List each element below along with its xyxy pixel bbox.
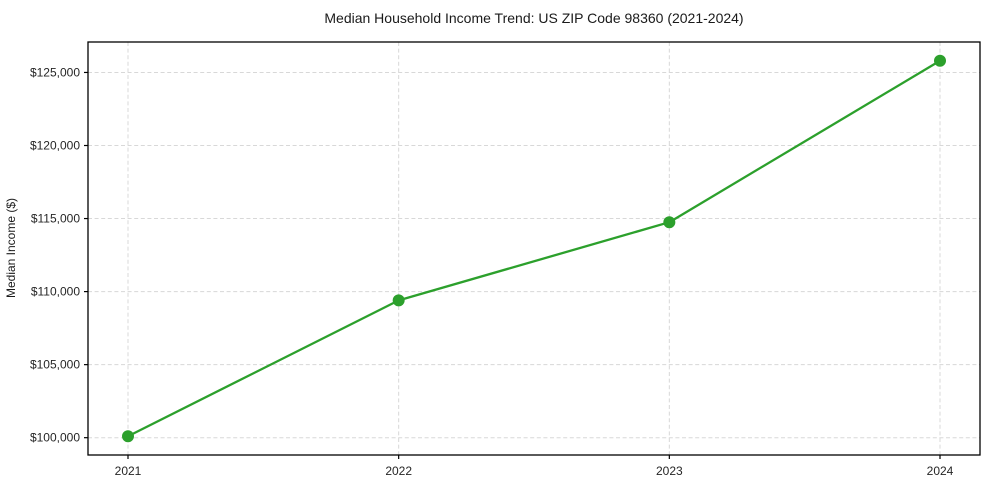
x-tick-label: 2024: [927, 464, 954, 478]
y-tick-label: $105,000: [30, 358, 80, 372]
data-point: [934, 54, 946, 67]
plot-border: [87, 41, 981, 456]
y-axis-label: Median Income ($): [4, 198, 18, 298]
y-tick-label: $100,000: [30, 431, 80, 445]
x-tick-label: 2021: [115, 464, 142, 478]
y-tick-label: $120,000: [30, 139, 80, 153]
chart-title: Median Household Income Trend: US ZIP Co…: [324, 10, 743, 26]
plot-area: $100,000 $105,000 $110,000 $115,000 $120,000…: [30, 41, 981, 478]
data-point: [663, 216, 676, 229]
x-tick-label: 2023: [656, 464, 683, 478]
y-tick-label: $125,000: [30, 65, 80, 79]
data-point: [392, 294, 405, 307]
trend-line: [126, 59, 942, 438]
y-tick-label: $115,000: [31, 212, 80, 226]
data-point: [122, 430, 134, 443]
y-tick-label: $110,000: [31, 285, 80, 299]
x-tick-label: 2022: [385, 464, 412, 478]
